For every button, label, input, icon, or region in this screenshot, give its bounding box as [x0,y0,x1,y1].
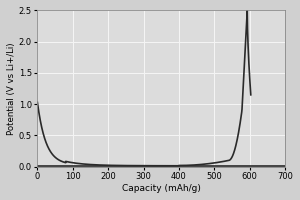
X-axis label: Capacity (mAh/g): Capacity (mAh/g) [122,184,201,193]
Y-axis label: Potential (V vs Li+/Li): Potential (V vs Li+/Li) [7,42,16,135]
